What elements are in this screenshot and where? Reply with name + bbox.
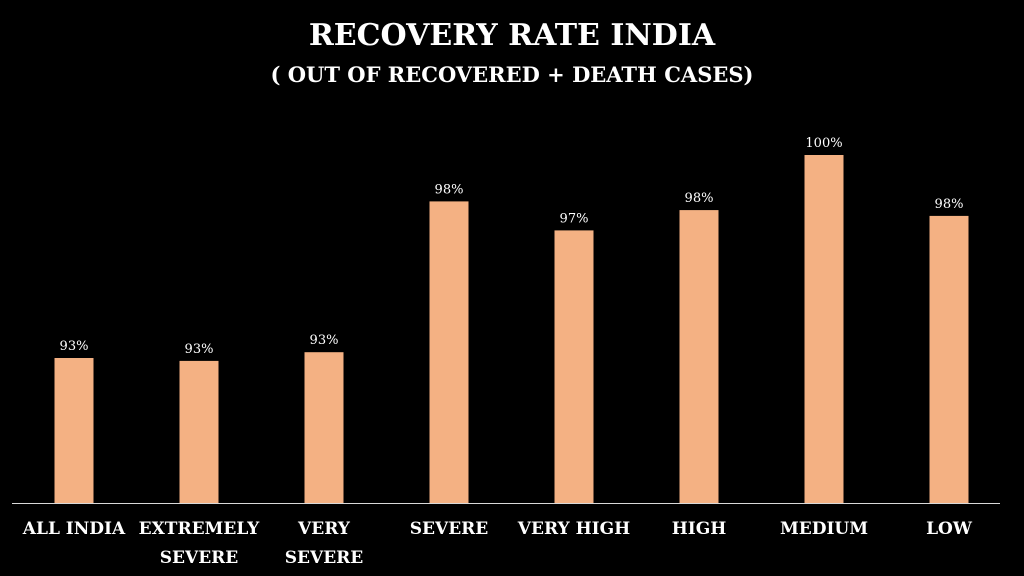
data-label: 98% xyxy=(935,197,964,212)
bar xyxy=(429,201,469,503)
bar xyxy=(929,215,969,503)
category-label: ALL INDIA xyxy=(22,519,126,539)
category-label: SEVERE xyxy=(285,548,364,568)
category-label: HIGH xyxy=(672,519,727,539)
category-label: SEVERE xyxy=(160,548,239,568)
category-label: SEVERE xyxy=(410,519,489,539)
bar xyxy=(679,210,719,503)
data-label: 100% xyxy=(805,136,842,151)
data-label: 98% xyxy=(685,191,714,206)
bar xyxy=(179,360,219,503)
category-label: MEDIUM xyxy=(780,519,868,539)
data-label: 93% xyxy=(310,333,339,348)
bar xyxy=(304,352,344,503)
data-label: 93% xyxy=(60,339,89,354)
chart-title: RECOVERY RATE INDIA xyxy=(309,18,716,53)
category-label: VERY xyxy=(297,519,351,539)
bar xyxy=(554,230,594,503)
data-label: 93% xyxy=(185,342,214,357)
bar xyxy=(54,358,94,503)
category-label: EXTREMELY xyxy=(139,519,261,539)
data-label: 97% xyxy=(560,211,589,226)
data-label: 98% xyxy=(435,182,464,197)
category-label: VERY HIGH xyxy=(517,519,630,539)
bar xyxy=(804,155,844,503)
category-label: LOW xyxy=(926,519,973,539)
chart-subtitle: ( OUT OF RECOVERED + DEATH CASES) xyxy=(270,62,753,87)
